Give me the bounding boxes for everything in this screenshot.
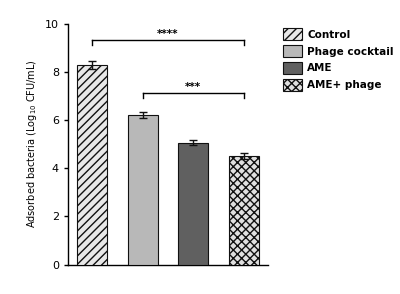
- Bar: [229, 156, 259, 265]
- Bar: [178, 143, 208, 265]
- Text: ****: ****: [157, 29, 179, 39]
- Bar: [128, 115, 158, 265]
- Legend: Control, Phage cocktail, AME, AME+ phage: Control, Phage cocktail, AME, AME+ phage: [281, 26, 396, 93]
- Bar: [77, 65, 107, 265]
- Text: ***: ***: [185, 82, 201, 92]
- Y-axis label: Adsorbed bacteria (Log$_{10}$ CFU/mL): Adsorbed bacteria (Log$_{10}$ CFU/mL): [26, 60, 40, 228]
